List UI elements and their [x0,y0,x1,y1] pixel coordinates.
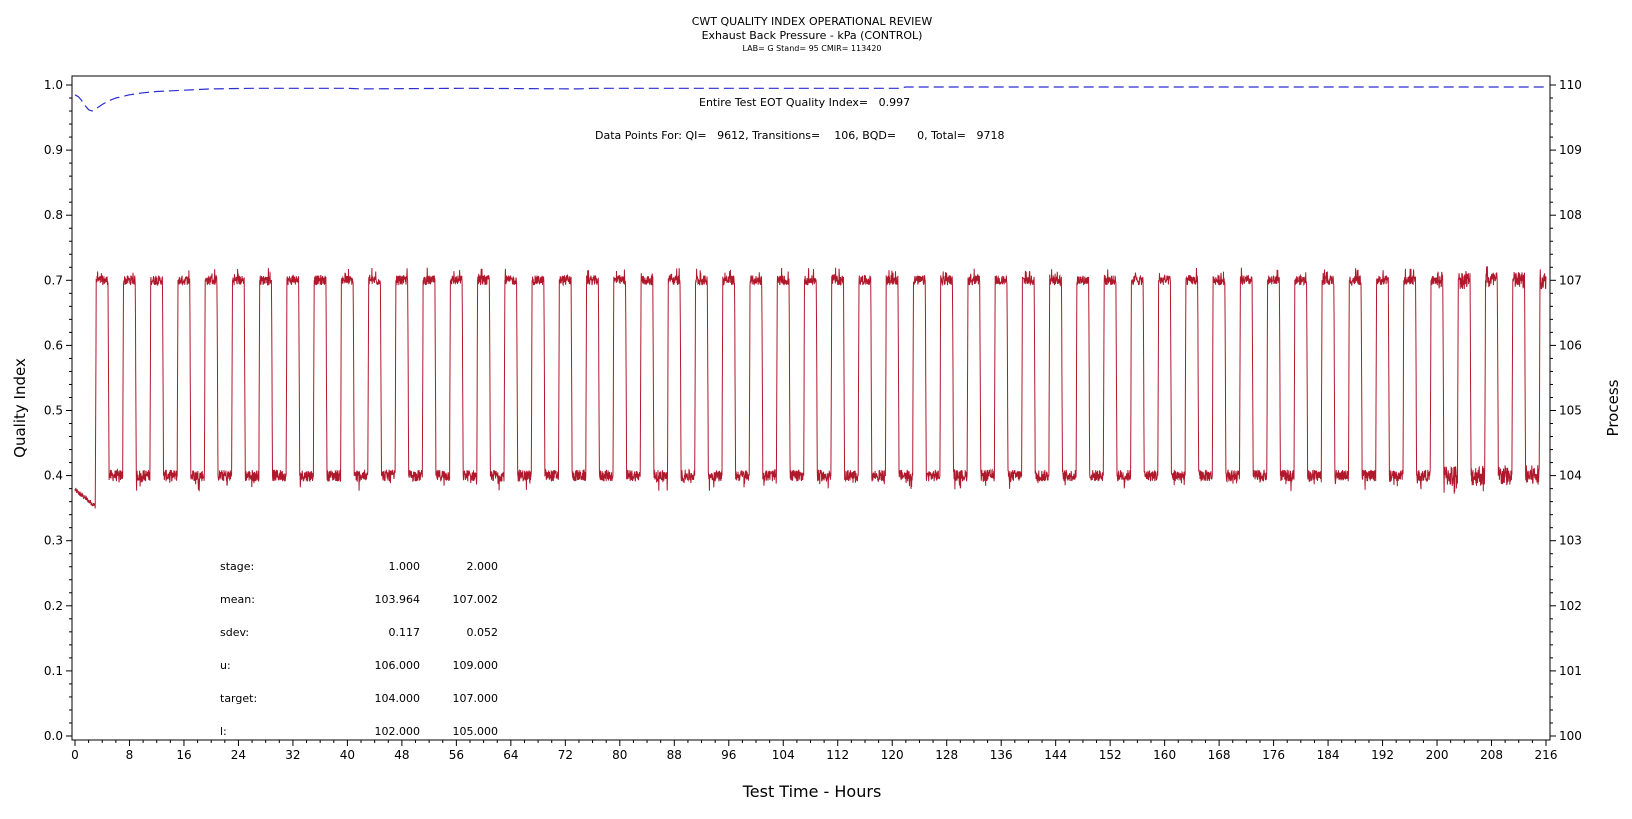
stats-stage2-value: 105.000 [453,725,499,738]
stats-stage1-value: 104.000 [375,692,421,705]
y-right-tick-label: 104 [1559,469,1582,483]
x-tick-label: 8 [126,748,134,762]
x-tick-label: 184 [1317,748,1340,762]
x-tick-label: 216 [1535,748,1558,762]
x-tick-label: 64 [503,748,518,762]
stats-stage2-value: 2.000 [467,560,499,573]
stats-row-label: mean: [220,593,255,606]
stats-stage2-value: 109.000 [453,659,499,672]
y-right-tick-label: 101 [1559,664,1582,678]
x-tick-label: 56 [449,748,464,762]
y-left-tick-label: 0.6 [44,338,63,352]
y-right-tick-label: 110 [1559,78,1582,92]
x-axis-label: Test Time - Hours [742,782,882,801]
x-tick-label: 32 [285,748,300,762]
y-axis-right: 100 101 102 103 104 105 106 107 108 109 110 [1550,78,1582,743]
y-left-tick-label: 0.7 [44,273,63,287]
x-tick-label: 40 [340,748,355,762]
y-left-tick-label: 0.4 [44,469,63,483]
stats-stage1-value: 102.000 [375,725,421,738]
x-tick-label: 152 [1099,748,1122,762]
series-layer [74,86,1547,509]
stats-row-label: sdev: [220,626,249,639]
y-left-tick-label: 1.0 [44,78,63,92]
chart-title: CWT QUALITY INDEX OPERATIONAL REVIEW [692,15,933,28]
y-right-tick-label: 105 [1559,404,1582,418]
y-axis-left-label: Quality Index [11,358,29,458]
x-tick-label: 128 [935,748,958,762]
y-right-tick-label: 102 [1559,599,1582,613]
x-tick-label: 200 [1426,748,1449,762]
x-tick-label: 168 [1208,748,1231,762]
y-right-tick-label: 100 [1559,729,1582,743]
x-tick-label: 160 [1153,748,1176,762]
y-right-tick-label: 106 [1559,338,1582,352]
stats-stage2-value: 107.000 [453,692,499,705]
x-tick-label: 208 [1480,748,1503,762]
stats-row-label: u: [220,659,231,672]
x-tick-label: 104 [772,748,795,762]
x-tick-label: 120 [881,748,904,762]
stats-row-label: l: [220,725,227,738]
stats-stage1-value: 106.000 [375,659,421,672]
y-right-tick-label: 107 [1559,273,1582,287]
plot-frame [71,75,1551,741]
stats-stage2-value: 107.002 [453,593,499,606]
quality-index-series [74,86,1546,112]
y-right-tick-label: 108 [1559,208,1582,222]
stats-stage1-value: 0.117 [389,626,421,639]
y-right-tick-label: 103 [1559,534,1582,548]
y-left-tick-label: 0.9 [44,143,63,157]
process-series [74,266,1547,509]
x-tick-label: 112 [826,748,849,762]
x-tick-label: 48 [394,748,409,762]
y-left-tick-label: 0.1 [44,664,63,678]
y-left-tick-label: 0.0 [44,729,63,743]
y-left-tick-label: 0.8 [44,208,63,222]
chart-meta: LAB= G Stand= 95 CMIR= 113420 [742,44,881,53]
eot-quality-index-label: Entire Test EOT Quality Index= 0.997 [699,96,910,109]
x-tick-label: 144 [1044,748,1067,762]
x-tick-label: 24 [231,748,246,762]
stats-table: stage: 1.000 2.000 mean: 103.964 107.002 sdev:… [220,560,498,738]
x-tick-label: 72 [558,748,573,762]
stats-stage1-value: 1.000 [389,560,421,573]
stats-row-label: stage: [220,560,254,573]
x-tick-label: 136 [990,748,1013,762]
y-left-tick-label: 0.5 [44,404,63,418]
x-tick-label: 88 [667,748,682,762]
x-tick-label: 16 [176,748,191,762]
x-axis: 0 8 16 24 32 40 48 56 64 72 80 88 96 104 112 120 128 136 1… [71,740,1557,762]
y-axis-left: 0.0 0.1 0.2 0.3 0.4 0.5 0.6 0.7 0.8 0.9 1.0 [44,78,72,743]
stats-stage2-value: 0.052 [467,626,499,639]
stats-row-label: target: [220,692,257,705]
y-left-tick-label: 0.3 [44,534,63,548]
x-tick-label: 176 [1262,748,1285,762]
y-left-tick-label: 0.2 [44,599,63,613]
x-tick-label: 80 [612,748,627,762]
stats-stage1-value: 103.964 [375,593,421,606]
y-right-tick-label: 109 [1559,143,1582,157]
x-tick-label: 0 [71,748,79,762]
x-tick-label: 96 [721,748,736,762]
x-tick-label: 192 [1371,748,1394,762]
y-axis-right-label: Process [1604,379,1622,436]
chart-subtitle: Exhaust Back Pressure - kPa (CONTROL) [702,29,923,42]
data-points-label: Data Points For: QI= 9612, Transitions= … [595,129,1004,142]
